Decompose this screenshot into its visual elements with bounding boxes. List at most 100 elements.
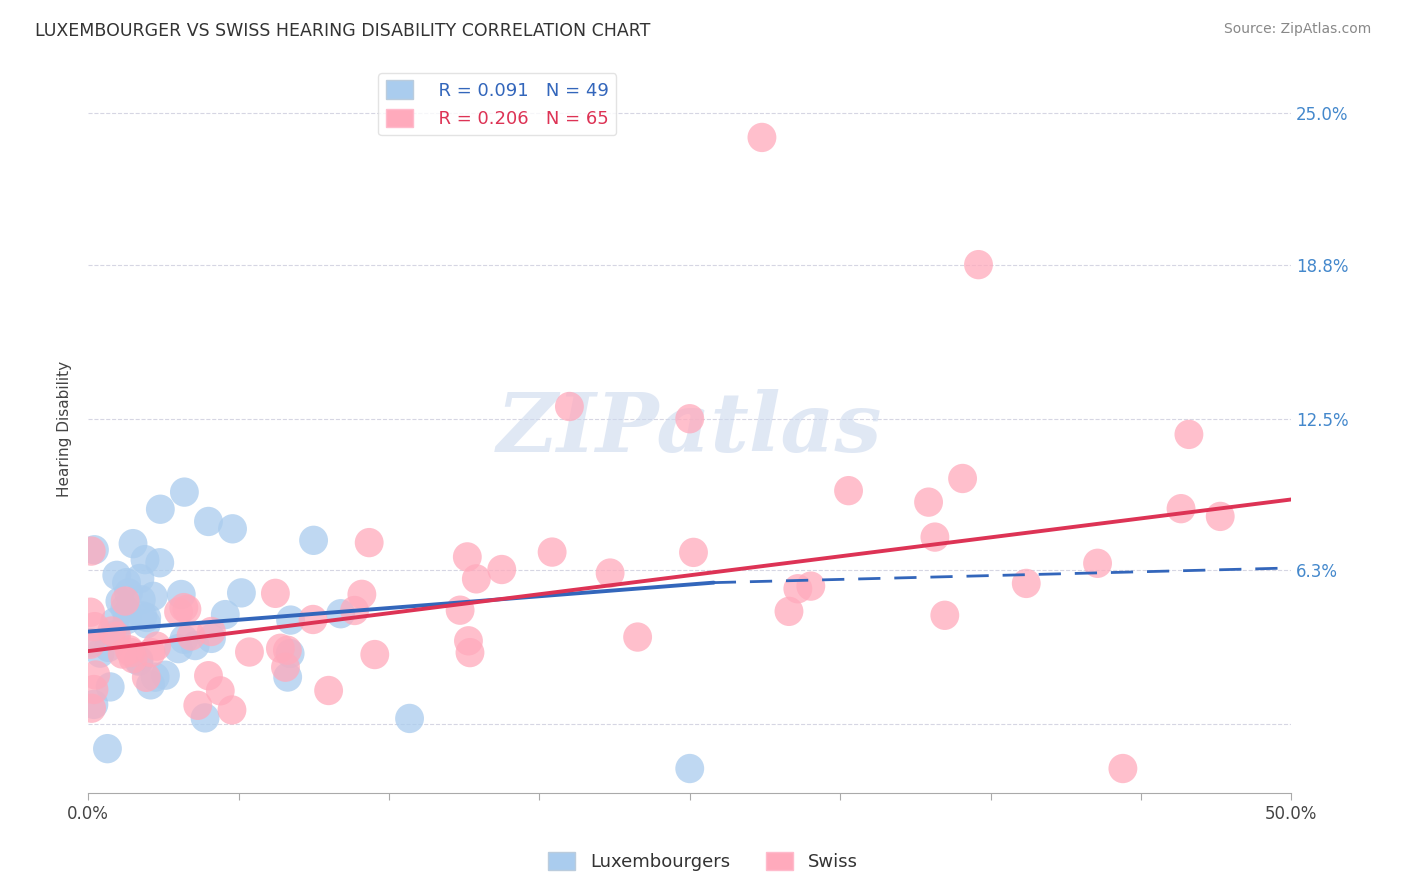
Ellipse shape [218, 514, 247, 543]
Ellipse shape [931, 600, 959, 630]
Ellipse shape [150, 661, 180, 690]
Ellipse shape [197, 616, 226, 646]
Ellipse shape [105, 587, 135, 616]
Ellipse shape [446, 596, 475, 625]
Ellipse shape [139, 582, 167, 611]
Ellipse shape [96, 673, 125, 702]
Ellipse shape [118, 529, 148, 558]
Ellipse shape [181, 631, 209, 660]
Text: Source: ZipAtlas.com: Source: ZipAtlas.com [1223, 22, 1371, 37]
Ellipse shape [80, 535, 108, 565]
Ellipse shape [965, 250, 993, 279]
Ellipse shape [273, 663, 302, 691]
Ellipse shape [128, 601, 157, 631]
Ellipse shape [111, 586, 139, 615]
Ellipse shape [262, 579, 290, 608]
Ellipse shape [1174, 420, 1204, 449]
Ellipse shape [235, 638, 264, 666]
Legend: Luxembourgers, Swiss: Luxembourgers, Swiss [541, 845, 865, 879]
Ellipse shape [146, 494, 174, 524]
Ellipse shape [226, 578, 256, 607]
Ellipse shape [488, 555, 516, 584]
Ellipse shape [183, 690, 212, 720]
Ellipse shape [86, 639, 115, 668]
Ellipse shape [114, 578, 143, 607]
Ellipse shape [93, 734, 122, 764]
Ellipse shape [834, 476, 863, 506]
Ellipse shape [205, 676, 235, 706]
Y-axis label: Hearing Disability: Hearing Disability [58, 360, 72, 497]
Ellipse shape [921, 523, 949, 552]
Ellipse shape [112, 568, 141, 598]
Ellipse shape [623, 623, 652, 652]
Ellipse shape [177, 622, 205, 650]
Ellipse shape [77, 536, 105, 566]
Ellipse shape [142, 632, 172, 661]
Ellipse shape [218, 695, 246, 724]
Ellipse shape [170, 624, 198, 654]
Ellipse shape [354, 528, 384, 558]
Ellipse shape [100, 607, 129, 637]
Ellipse shape [537, 537, 567, 566]
Ellipse shape [395, 704, 425, 733]
Ellipse shape [326, 599, 356, 628]
Ellipse shape [115, 635, 143, 665]
Ellipse shape [111, 594, 139, 624]
Ellipse shape [132, 663, 160, 692]
Ellipse shape [266, 633, 295, 663]
Ellipse shape [340, 596, 368, 625]
Ellipse shape [796, 572, 825, 601]
Ellipse shape [456, 638, 485, 667]
Ellipse shape [124, 647, 153, 676]
Ellipse shape [165, 634, 193, 664]
Ellipse shape [783, 574, 813, 603]
Ellipse shape [675, 754, 704, 783]
Ellipse shape [80, 612, 110, 641]
Ellipse shape [194, 507, 224, 536]
Ellipse shape [276, 606, 305, 635]
Ellipse shape [948, 464, 977, 493]
Ellipse shape [112, 599, 142, 628]
Ellipse shape [1083, 549, 1112, 578]
Ellipse shape [314, 676, 343, 706]
Ellipse shape [77, 694, 105, 723]
Ellipse shape [463, 564, 491, 593]
Ellipse shape [118, 644, 148, 673]
Ellipse shape [1012, 569, 1040, 599]
Ellipse shape [596, 558, 624, 588]
Ellipse shape [748, 123, 776, 153]
Ellipse shape [80, 690, 108, 719]
Ellipse shape [108, 640, 136, 669]
Ellipse shape [103, 561, 131, 590]
Ellipse shape [194, 661, 224, 690]
Ellipse shape [76, 630, 105, 659]
Legend:   R = 0.091   N = 49,   R = 0.206   N = 65: R = 0.091 N = 49, R = 0.206 N = 65 [378, 73, 616, 136]
Ellipse shape [170, 477, 198, 507]
Ellipse shape [94, 632, 122, 662]
Ellipse shape [173, 595, 201, 624]
Ellipse shape [347, 580, 377, 609]
Ellipse shape [141, 663, 170, 692]
Ellipse shape [273, 636, 302, 665]
Ellipse shape [165, 597, 193, 626]
Text: ZIPatlas: ZIPatlas [496, 389, 883, 468]
Ellipse shape [80, 675, 108, 704]
Ellipse shape [132, 603, 162, 632]
Ellipse shape [298, 605, 328, 634]
Ellipse shape [775, 597, 803, 626]
Ellipse shape [169, 593, 198, 623]
Text: LUXEMBOURGER VS SWISS HEARING DISABILITY CORRELATION CHART: LUXEMBOURGER VS SWISS HEARING DISABILITY… [35, 22, 651, 40]
Ellipse shape [97, 616, 127, 646]
Ellipse shape [101, 620, 129, 649]
Ellipse shape [299, 525, 328, 555]
Ellipse shape [271, 653, 299, 681]
Ellipse shape [555, 392, 583, 421]
Ellipse shape [127, 585, 156, 615]
Ellipse shape [1108, 754, 1137, 783]
Ellipse shape [679, 538, 709, 567]
Ellipse shape [125, 646, 153, 674]
Ellipse shape [112, 605, 142, 634]
Ellipse shape [117, 638, 145, 667]
Ellipse shape [276, 639, 305, 668]
Ellipse shape [191, 703, 219, 732]
